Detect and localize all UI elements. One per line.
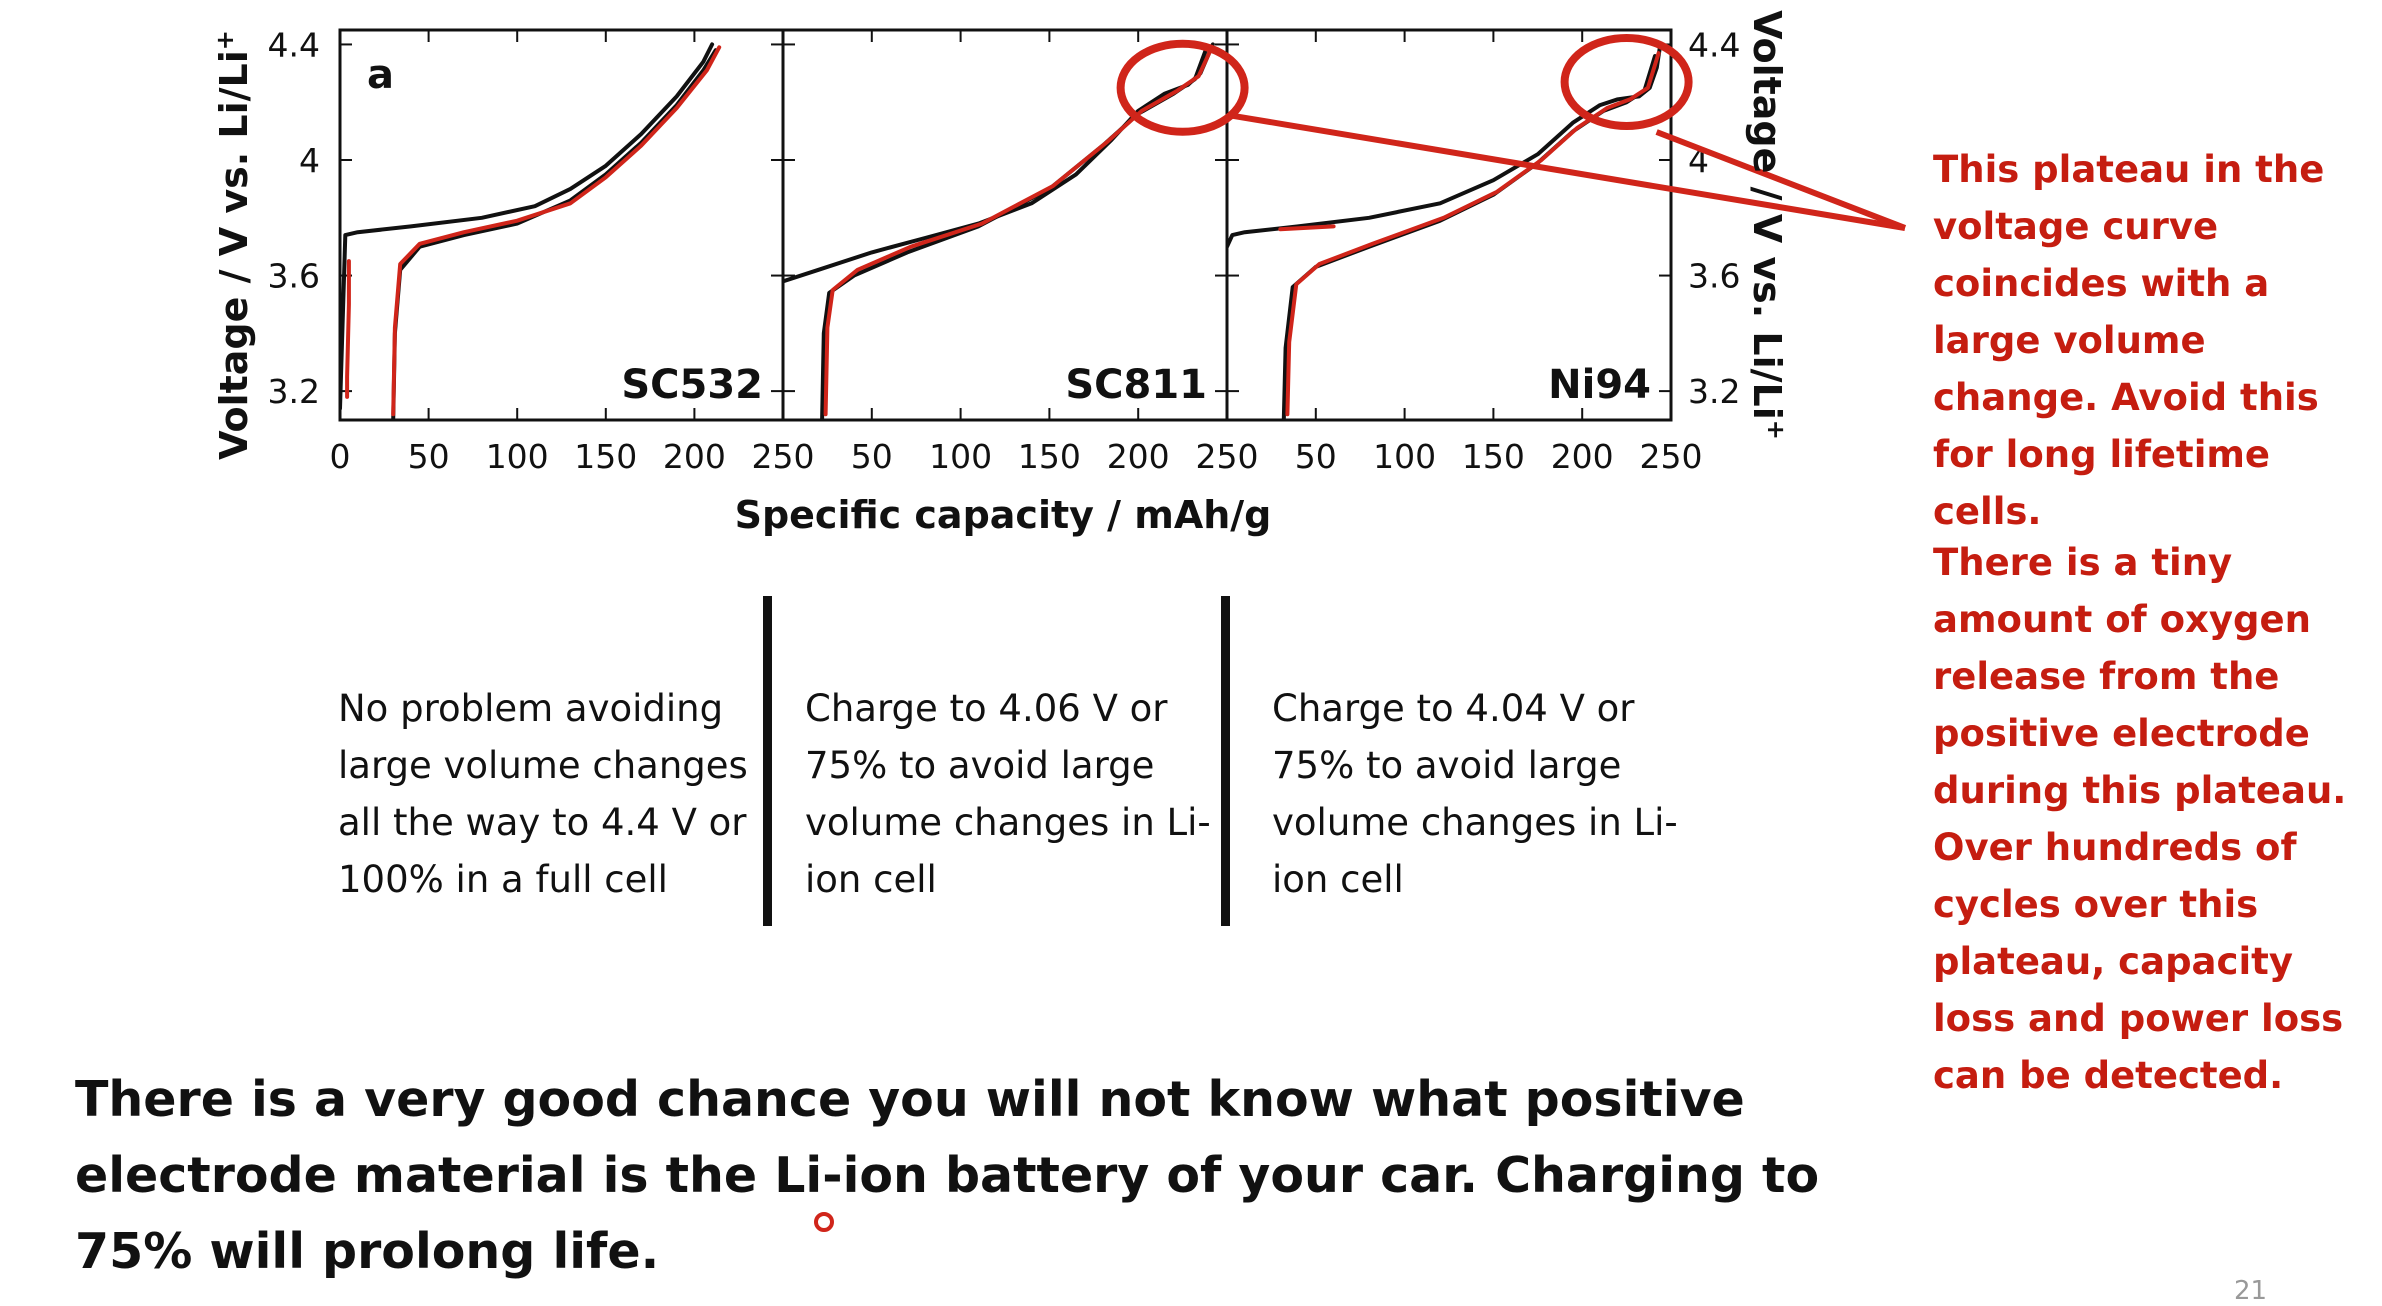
y-tick-label-left: 4: [299, 141, 320, 180]
y-tick-label-right: 4.4: [1688, 25, 1740, 64]
conclusion-text: There is a very good chance you will not…: [75, 1071, 1820, 1280]
ylabel-left: Voltage / V vs. Li/Li+: [211, 30, 256, 460]
x-tick-label: 200: [1551, 437, 1614, 476]
x-tick-label: 100: [1373, 437, 1436, 476]
x-tick-label: 100: [929, 437, 992, 476]
y-tick-label-left: 3.6: [268, 257, 320, 296]
x-tick-label: 200: [1107, 437, 1170, 476]
y-tick-label-right: 3.6: [1688, 257, 1740, 296]
highlight-circle-ni94: [1560, 34, 1693, 130]
x-tick-label: 100: [486, 437, 549, 476]
x-tick-label: 150: [574, 437, 637, 476]
caption-sc811: Charge to 4.06 V or 75% to avoid large v…: [805, 687, 1211, 901]
caption-sc532: No problem avoiding large volume changes…: [338, 687, 748, 901]
x-tick-label: 250: [1196, 437, 1259, 476]
panel-name-SC811: SC811: [1065, 362, 1207, 408]
plot-layer: SC532 0 50 100 150 200 250 SC811 50 100 150 200 250 N…: [268, 25, 1907, 1232]
y-tick-label-left: 3.2: [268, 372, 320, 411]
panel-name-SC532: SC532: [621, 362, 763, 408]
ylabel-right: Voltage / V vs. Li/Li+: [1745, 10, 1790, 440]
highlight-circle-sc811: [1116, 39, 1249, 136]
series-line-Ni94-2: [1285, 51, 1661, 417]
x-tick-label: 0: [330, 437, 351, 476]
arrow-line-sc811: [1232, 112, 1906, 231]
oxygen-note: There is a tiny amount of oxygen release…: [1933, 541, 2347, 1097]
x-tick-label: 150: [1462, 437, 1525, 476]
cursor-dot: [814, 1212, 834, 1232]
y-tick-label-left: 4.4: [268, 25, 320, 64]
series-line-SC532-0: [340, 42, 715, 411]
x-tick-label: 50: [408, 437, 450, 476]
panel-frame-Ni94: [1225, 28, 1673, 422]
panel-name-Ni94: Ni94: [1548, 362, 1651, 408]
xlabel: Specific capacity / mAh/g: [735, 493, 1272, 537]
x-tick-label: 150: [1018, 437, 1081, 476]
arrow-line-ni94: [1655, 129, 1907, 231]
x-tick-label: 250: [1640, 437, 1703, 476]
panel-letter: a: [367, 52, 394, 98]
x-tick-label: 50: [1295, 437, 1337, 476]
series-line-SC811-2: [823, 51, 1212, 417]
divider-1: [763, 596, 772, 926]
page-number: 21: [2234, 1276, 2268, 1306]
x-tick-label: 50: [851, 437, 893, 476]
x-tick-label: 200: [663, 437, 726, 476]
plateau-note: This plateau in the voltage curve coinci…: [1933, 148, 2325, 533]
x-tick-label: 250: [752, 437, 815, 476]
caption-ni94: Charge to 4.04 V or 75% to avoid large v…: [1272, 687, 1678, 901]
series-line-SC811-0: [783, 42, 1215, 284]
series-line-SC532-3: [345, 259, 351, 399]
series-line-Ni94-3: [1278, 224, 1336, 232]
divider-2: [1221, 596, 1230, 926]
series-line-SC532-2: [391, 45, 722, 417]
y-tick-label-right: 3.2: [1688, 372, 1740, 411]
